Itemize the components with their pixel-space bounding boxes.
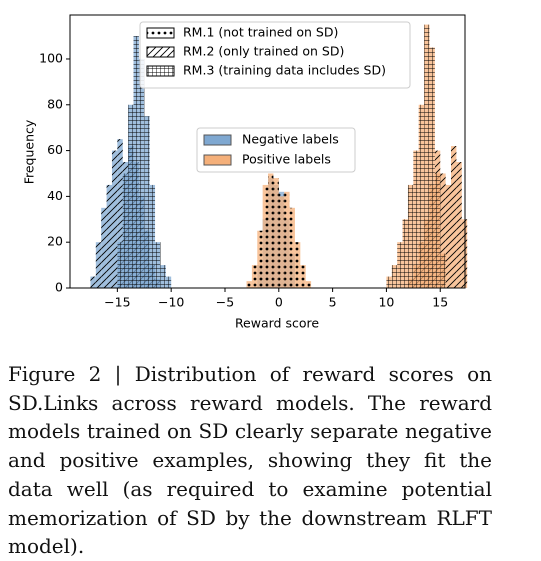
bar-hatch bbox=[133, 36, 139, 289]
x-tick-label: −5 bbox=[216, 295, 234, 310]
bar-hatch bbox=[284, 191, 290, 288]
bar-hatch bbox=[138, 58, 145, 288]
bar-hatch bbox=[294, 242, 301, 288]
bar-hatch bbox=[424, 24, 430, 288]
bar-hatch bbox=[122, 173, 129, 288]
x-axis-label: Reward score bbox=[235, 316, 319, 331]
bar-hatch bbox=[278, 196, 285, 288]
bar-hatch bbox=[402, 219, 408, 288]
legend-label: RM.2 (only trained on SD) bbox=[183, 44, 344, 59]
legend-label: RM.3 (training data includes SD) bbox=[183, 63, 386, 78]
x-tick-label: 0 bbox=[275, 295, 283, 310]
x-tick-label: −15 bbox=[104, 295, 130, 310]
bar-hatch bbox=[95, 242, 102, 288]
bar-hatch bbox=[300, 265, 306, 288]
bar-hatch bbox=[117, 139, 123, 288]
y-tick-label: 80 bbox=[47, 96, 63, 111]
bar-hatch bbox=[101, 207, 107, 288]
x-tick-label: 10 bbox=[378, 295, 394, 310]
bar-hatch bbox=[160, 265, 166, 288]
page: {"chart_data": {"type": "histogram", "xl… bbox=[8, 14, 492, 559]
x-tick-label: 5 bbox=[329, 295, 337, 310]
legend-swatch bbox=[146, 27, 175, 39]
bar-hatch bbox=[397, 242, 403, 288]
x-tick-label: −10 bbox=[158, 295, 184, 310]
bar-hatch bbox=[391, 265, 398, 288]
bar-hatch bbox=[144, 116, 150, 289]
y-tick-label: 20 bbox=[47, 234, 63, 249]
legend-label: RM.1 (not trained on SD) bbox=[183, 25, 338, 40]
bar-hatch bbox=[440, 173, 446, 288]
bar-hatch bbox=[429, 47, 435, 288]
bar-hatch bbox=[407, 184, 414, 288]
legend-swatch bbox=[146, 65, 175, 77]
bar-hatch bbox=[451, 146, 457, 288]
y-tick-label: 60 bbox=[47, 142, 63, 157]
y-axis-label: Frequency bbox=[22, 119, 37, 184]
bar-hatch bbox=[440, 253, 446, 288]
bar-hatch bbox=[456, 162, 462, 288]
bar-hatch bbox=[289, 207, 295, 288]
legend-swatch bbox=[203, 154, 232, 166]
bar-hatch bbox=[251, 265, 258, 288]
bar-hatch bbox=[461, 219, 468, 288]
bar-hatch bbox=[262, 184, 269, 288]
bar-hatch bbox=[386, 276, 392, 288]
figure-caption: Figure 2 | Distribution of reward scores… bbox=[8, 362, 492, 559]
bar-hatch bbox=[418, 104, 425, 288]
bar-hatch bbox=[434, 173, 441, 288]
bar-hatch bbox=[246, 281, 252, 288]
bar-hatch bbox=[117, 242, 123, 288]
x-tick-label: 15 bbox=[432, 295, 448, 310]
legend-swatch bbox=[146, 46, 175, 58]
bar-hatch bbox=[273, 178, 279, 288]
bar-hatch bbox=[445, 184, 452, 288]
legend-swatch bbox=[203, 134, 232, 146]
y-tick-label: 0 bbox=[55, 280, 63, 295]
bar-hatch bbox=[413, 150, 419, 288]
bar-hatch bbox=[257, 230, 263, 288]
bar-hatch bbox=[111, 150, 118, 288]
bar-hatch bbox=[155, 242, 161, 288]
y-tick-label: 100 bbox=[39, 50, 63, 65]
legend-box bbox=[196, 127, 356, 173]
bar-hatch bbox=[305, 281, 312, 288]
legend-box bbox=[139, 21, 411, 89]
bar-hatch bbox=[165, 276, 172, 288]
plot-frame bbox=[69, 14, 466, 289]
legend-label: Positive labels bbox=[242, 152, 331, 167]
bar-hatch bbox=[149, 184, 156, 288]
bar-hatch bbox=[128, 104, 134, 288]
bar-hatch bbox=[106, 184, 112, 288]
bar-hatch bbox=[90, 276, 96, 288]
y-tick-label: 40 bbox=[47, 188, 63, 203]
legend-label: Negative labels bbox=[242, 132, 339, 147]
bar-hatch bbox=[268, 173, 274, 288]
